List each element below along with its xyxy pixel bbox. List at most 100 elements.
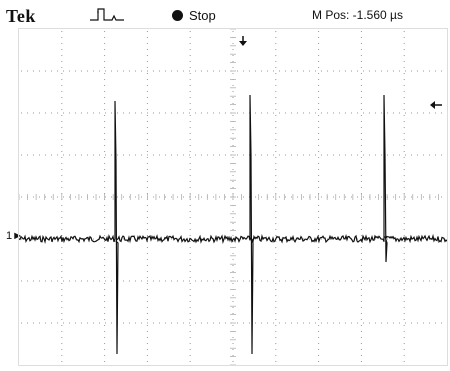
grid-dot bbox=[104, 49, 106, 50]
grid-dot bbox=[275, 91, 277, 92]
grid-dot bbox=[291, 196, 292, 198]
grid-dot bbox=[275, 337, 277, 338]
grid-dot bbox=[403, 187, 405, 188]
grid-dot bbox=[403, 163, 405, 164]
grid-dot bbox=[417, 70, 418, 72]
grid-dot bbox=[61, 229, 63, 230]
grid-dot bbox=[146, 145, 148, 146]
grid-dot bbox=[275, 313, 277, 314]
grid-dot bbox=[275, 361, 277, 362]
grid-dot bbox=[75, 238, 76, 240]
grid-dot bbox=[189, 331, 191, 332]
grid-dot bbox=[393, 196, 394, 198]
grid-dot bbox=[403, 301, 405, 302]
grid-dot bbox=[375, 238, 376, 240]
grid-dot bbox=[69, 196, 70, 198]
grid-dot bbox=[318, 247, 320, 248]
grid-dot bbox=[318, 289, 320, 290]
grid-dot bbox=[146, 193, 148, 194]
grid-dot bbox=[171, 112, 172, 114]
grid-dot bbox=[275, 133, 277, 134]
trigger-position-icon bbox=[237, 35, 249, 47]
grid-dot bbox=[360, 319, 362, 320]
grid-dot bbox=[405, 112, 406, 114]
grid-dot bbox=[146, 85, 148, 86]
grid-dot bbox=[318, 337, 320, 338]
grid-dot bbox=[360, 55, 362, 56]
grid-dot bbox=[177, 70, 178, 72]
grid-dot bbox=[87, 238, 88, 240]
grid-dot bbox=[309, 196, 310, 198]
grid-dot bbox=[357, 70, 358, 72]
grid-dot bbox=[129, 154, 130, 156]
grid-dot bbox=[165, 112, 166, 114]
grid-dot bbox=[261, 280, 262, 282]
grid-dot bbox=[309, 238, 310, 240]
grid-dot bbox=[159, 70, 160, 72]
grid-dot bbox=[61, 217, 63, 218]
grid-dot bbox=[104, 247, 106, 248]
grid-dot bbox=[141, 322, 142, 324]
grid-dot bbox=[318, 265, 320, 266]
grid-dot bbox=[351, 280, 352, 282]
grid-dot bbox=[360, 307, 362, 308]
grid-dot bbox=[213, 280, 214, 282]
grid-dot bbox=[387, 322, 388, 324]
grid-dot bbox=[153, 238, 154, 240]
grid-dot bbox=[183, 112, 184, 114]
grid-dot bbox=[232, 223, 234, 224]
brand-logo: Tek bbox=[6, 6, 36, 26]
grid-dot bbox=[403, 241, 405, 242]
grid-dot bbox=[303, 196, 304, 198]
grid-dot bbox=[403, 133, 405, 134]
grid-dot bbox=[21, 322, 22, 324]
grid-dot bbox=[315, 154, 316, 156]
grid-dot bbox=[333, 322, 334, 324]
horizontal-position-readout: M Pos: -1.560 µs bbox=[312, 8, 403, 22]
grid-dot bbox=[275, 139, 277, 140]
grid-dot bbox=[104, 61, 106, 62]
grid-dot bbox=[435, 322, 436, 324]
grid-dot bbox=[285, 70, 286, 72]
grid-dot bbox=[111, 322, 112, 324]
grid-dot bbox=[275, 97, 277, 98]
grid-dot bbox=[275, 31, 277, 32]
grid-dot bbox=[81, 322, 82, 324]
grid-dot bbox=[318, 295, 320, 296]
grid-dot bbox=[104, 157, 106, 158]
grid-dot bbox=[104, 169, 106, 170]
grid-dot bbox=[318, 133, 320, 134]
grid-dot bbox=[275, 145, 277, 146]
grid-dot bbox=[297, 280, 298, 282]
grid-dot bbox=[93, 238, 94, 240]
grid-dot bbox=[87, 70, 88, 72]
grid-dot bbox=[393, 112, 394, 114]
grid-dot bbox=[33, 70, 34, 72]
grid-dot bbox=[146, 61, 148, 62]
grid-dot bbox=[225, 70, 226, 72]
grid-dot bbox=[123, 238, 124, 240]
grid-dot bbox=[189, 97, 191, 98]
grid-dot bbox=[303, 70, 304, 72]
grid-dot bbox=[189, 265, 191, 266]
grid-dot bbox=[275, 265, 277, 266]
grid-dot bbox=[104, 205, 106, 206]
grid-dot bbox=[189, 211, 191, 212]
grid-dot bbox=[232, 229, 234, 230]
grid-dot bbox=[207, 112, 208, 114]
grid-dot bbox=[360, 313, 362, 314]
grid-dot bbox=[318, 313, 320, 314]
grid-dot bbox=[273, 112, 274, 114]
grid-dot bbox=[403, 139, 405, 140]
grid-dot bbox=[403, 295, 405, 296]
grid-dot bbox=[360, 193, 362, 194]
grid-dot bbox=[381, 70, 382, 72]
waveform-display bbox=[18, 28, 448, 366]
grid-dot bbox=[135, 280, 136, 282]
grid-dot bbox=[189, 325, 191, 326]
grid-dot bbox=[275, 127, 277, 128]
grid-dot bbox=[285, 238, 286, 240]
grid-dot bbox=[275, 205, 277, 206]
grid-dot bbox=[69, 154, 70, 156]
grid-dot bbox=[81, 196, 82, 198]
